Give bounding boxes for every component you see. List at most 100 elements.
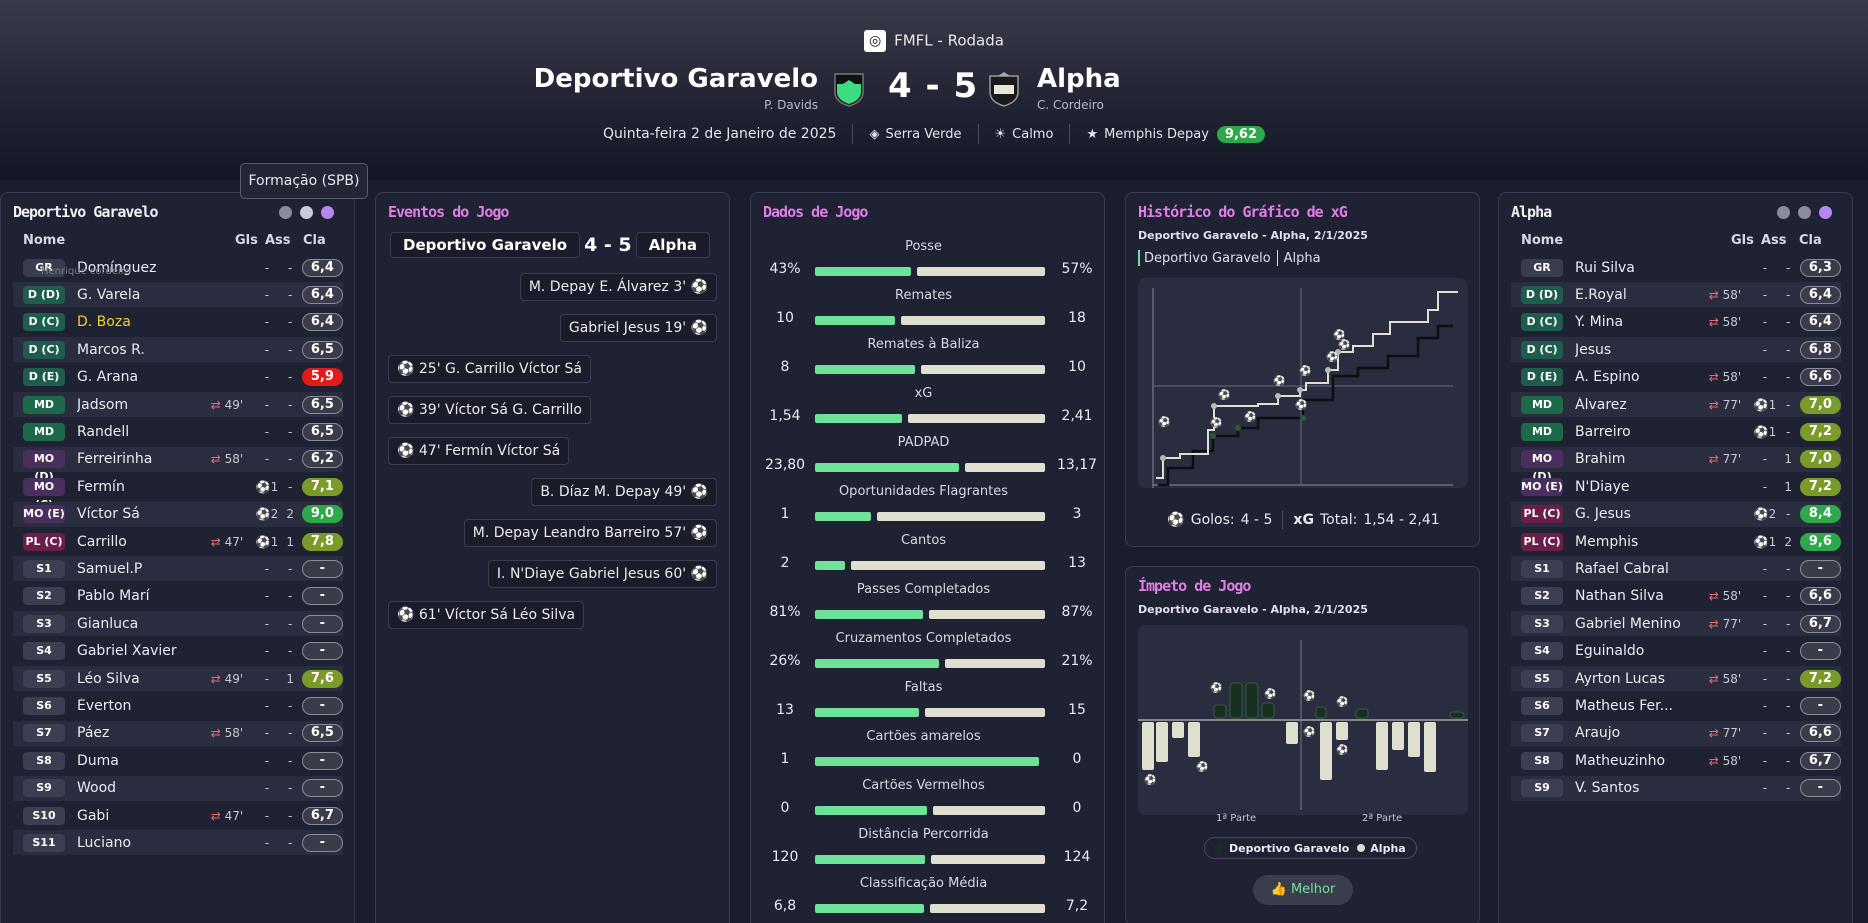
player-name[interactable]: G. Jesus	[1575, 506, 1631, 523]
player-name[interactable]: Gabriel Xavier	[77, 643, 177, 660]
player-rating[interactable]: 6,3	[1799, 258, 1841, 277]
home-coach[interactable]: P. Davids	[764, 98, 818, 112]
col-goals[interactable]: Gls	[235, 233, 258, 248]
player-name[interactable]: Carrillo	[77, 533, 127, 550]
player-row[interactable]: S3 Gianluca - - -	[13, 611, 343, 637]
goal-event[interactable]: B. Díaz M. Depay 49' ⚽	[531, 478, 717, 506]
player-name[interactable]: N'Diaye	[1575, 478, 1630, 495]
goal-event[interactable]: ⚽ 39' Víctor Sá G. Carrillo	[388, 396, 591, 424]
player-row[interactable]: D (C) D. Boza - -6,4	[13, 310, 343, 335]
player-row[interactable]: MO (C) Fermín ⚽1-7,1	[13, 474, 343, 511]
player-row[interactable]: S5 Léo Silva ⇄ 49' -1 7,6	[13, 666, 343, 691]
player-row[interactable]: S4 Eguinaldo - - -	[1511, 639, 1841, 664]
player-row[interactable]: D (D) G. Varela - -6,4	[13, 282, 343, 308]
col-rating[interactable]: Cla	[1799, 233, 1822, 248]
player-row[interactable]: D (D) E.Royal ⇄ 58' - -6,4	[1511, 282, 1841, 308]
player-row[interactable]: MD Jadsom ⇄ 49' - -6,5	[13, 392, 343, 417]
player-name[interactable]: Wood	[77, 780, 117, 797]
player-name[interactable]: Gianluca	[77, 615, 139, 632]
player-name[interactable]: Duma	[77, 752, 119, 769]
goal-event[interactable]: Gabriel Jesus 19' ⚽	[559, 314, 717, 342]
player-rating[interactable]: 6,2	[301, 450, 343, 469]
player-rating[interactable]: 7,2	[1799, 669, 1841, 688]
player-row[interactable]: D (C) Marcos R. - -6,5	[13, 337, 343, 363]
stadium-name[interactable]: Serra Verde	[885, 126, 962, 142]
player-name[interactable]: E.Royal	[1575, 286, 1627, 303]
player-name[interactable]: Eguinaldo	[1575, 643, 1645, 660]
player-rating[interactable]: -	[301, 696, 343, 715]
player-name[interactable]: Samuel.P	[77, 560, 143, 577]
away-view-toggle[interactable]	[1777, 206, 1832, 219]
player-row[interactable]: PL (C) G. Jesus ⚽2-8,4	[1511, 501, 1841, 527]
player-rating[interactable]: 6,5	[301, 422, 343, 441]
player-rating[interactable]: 6,7	[1799, 614, 1841, 633]
player-rating[interactable]: 7,0	[1799, 395, 1841, 414]
player-rating[interactable]: -	[1799, 696, 1841, 715]
player-rating[interactable]: 6,5	[301, 724, 343, 743]
goal-event[interactable]: M. Depay Leandro Barreiro 57' ⚽	[463, 519, 717, 547]
player-row[interactable]: MD Randell - -6,5	[13, 419, 343, 444]
player-row[interactable]: D (E) A. Espino ⇄ 58' - -6,6	[1511, 365, 1841, 390]
player-name[interactable]: Fermín	[77, 478, 125, 495]
player-name[interactable]: Rui Silva	[1575, 259, 1635, 276]
player-rating[interactable]: 8,4	[1799, 505, 1841, 524]
player-row[interactable]: D (E) G. Arana - -5,9	[13, 365, 343, 390]
player-name[interactable]: Araujo	[1575, 725, 1621, 742]
player-rating[interactable]: 7,8	[301, 532, 343, 551]
col-rating[interactable]: Cla	[303, 233, 326, 248]
col-name[interactable]: Nome	[23, 233, 66, 248]
player-rating[interactable]: 6,6	[1799, 368, 1841, 387]
player-row[interactable]: GR Domínguez - -6,4	[13, 255, 343, 280]
player-row[interactable]: GR Rui Silva - -6,3	[1511, 255, 1841, 280]
player-rating[interactable]: 6,6	[1799, 587, 1841, 606]
player-name[interactable]: Ayrton Lucas	[1575, 670, 1666, 687]
home-crest-icon[interactable]	[833, 72, 865, 108]
view-dot-1[interactable]	[279, 206, 292, 219]
events-home-team[interactable]: Deportivo Garavelo	[390, 232, 581, 258]
player-rating[interactable]: -	[301, 833, 343, 852]
player-row[interactable]: S7 Araujo ⇄ 77' - -6,6	[1511, 720, 1841, 746]
player-row[interactable]: S2 Pablo Marí - - -	[13, 584, 343, 609]
player-row[interactable]: S2 Nathan Silva ⇄ 58' - -6,6	[1511, 584, 1841, 609]
player-name[interactable]: Rafael Cabral	[1575, 560, 1669, 577]
player-rating[interactable]: 6,5	[301, 340, 343, 359]
player-name[interactable]: Randell	[77, 423, 130, 440]
player-row[interactable]: PL (C) Carrillo ⇄ 47' ⚽1 1 7,8	[13, 529, 343, 554]
player-name[interactable]: Brahim	[1575, 451, 1626, 468]
player-rating[interactable]: 6,4	[1799, 285, 1841, 304]
view-dot-1[interactable]	[1777, 206, 1790, 219]
player-name[interactable]: Matheuzinho	[1575, 752, 1666, 769]
player-rating[interactable]: 5,9	[301, 368, 343, 387]
best-button[interactable]: 👍 Melhor	[1253, 875, 1353, 905]
player-rating[interactable]: 6,4	[301, 313, 343, 332]
player-rating[interactable]: -	[301, 614, 343, 633]
player-row[interactable]: S6 Matheus Fer... - - -	[1511, 693, 1841, 718]
player-rating[interactable]: 6,4	[301, 258, 343, 277]
player-name[interactable]: Barreiro	[1575, 423, 1631, 440]
view-dot-2[interactable]	[1798, 206, 1811, 219]
view-dot-2[interactable]	[300, 206, 313, 219]
goal-event[interactable]: ⚽ 25' G. Carrillo Víctor Sá	[388, 355, 591, 383]
player-name[interactable]: Luciano	[77, 834, 132, 851]
player-rating[interactable]: 6,4	[301, 285, 343, 304]
player-of-match[interactable]: Memphis Depay	[1104, 126, 1209, 142]
player-name[interactable]: Jadsom	[77, 396, 129, 413]
player-row[interactable]: S3 Gabriel Menino ⇄ 77' - -6,7	[1511, 611, 1841, 637]
player-row[interactable]: PL (C) Memphis ⚽1 2 9,6	[1511, 529, 1841, 554]
player-name[interactable]: G. Varela	[77, 286, 141, 303]
momentum-chart[interactable]: ⚽ ⚽ ⚽ ⚽ ⚽ ⚽ ⚽ ⚽	[1138, 625, 1468, 815]
view-toggle[interactable]	[279, 206, 334, 219]
player-rating[interactable]: -	[301, 779, 343, 798]
player-rating[interactable]: -	[1799, 559, 1841, 578]
player-name[interactable]: Jesus	[1575, 341, 1612, 358]
player-name[interactable]: Pablo Marí	[77, 588, 150, 605]
player-name[interactable]: Ferreirinha	[77, 451, 153, 468]
player-rating[interactable]: 9,0	[301, 505, 343, 524]
player-row[interactable]: S1 Samuel.P - - -	[13, 556, 343, 582]
player-row[interactable]: D (C) Y. Mina ⇄ 58' - -6,4	[1511, 310, 1841, 335]
away-team-name[interactable]: Alpha	[1037, 64, 1121, 94]
home-team-name[interactable]: Deportivo Garavelo	[533, 64, 818, 94]
player-name[interactable]: Y. Mina	[1575, 314, 1624, 331]
events-away-team[interactable]: Alpha	[635, 232, 710, 258]
away-coach[interactable]: C. Cordeiro	[1037, 98, 1104, 112]
